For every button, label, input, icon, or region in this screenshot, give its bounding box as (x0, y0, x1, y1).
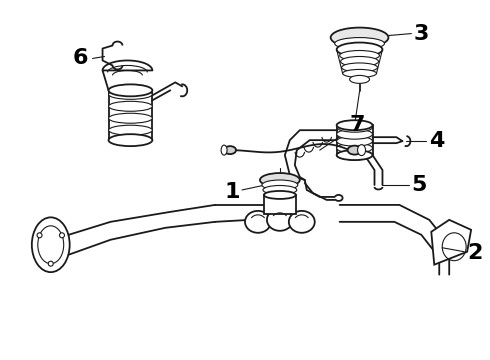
Polygon shape (264, 195, 296, 214)
Ellipse shape (341, 57, 378, 67)
Ellipse shape (108, 113, 152, 123)
Ellipse shape (358, 145, 366, 156)
Ellipse shape (267, 209, 293, 231)
Ellipse shape (108, 125, 152, 135)
Ellipse shape (108, 101, 152, 111)
Text: 6: 6 (73, 49, 88, 68)
Ellipse shape (260, 173, 300, 187)
Ellipse shape (337, 143, 372, 153)
Ellipse shape (108, 84, 152, 96)
Text: 2: 2 (467, 243, 483, 263)
Ellipse shape (48, 261, 53, 266)
Ellipse shape (342, 63, 377, 72)
Ellipse shape (337, 136, 372, 146)
Ellipse shape (37, 233, 42, 238)
Ellipse shape (108, 134, 152, 146)
Ellipse shape (335, 37, 385, 50)
Text: 1: 1 (224, 182, 240, 202)
Ellipse shape (32, 217, 70, 272)
Ellipse shape (108, 89, 152, 99)
Polygon shape (431, 220, 471, 265)
Ellipse shape (289, 211, 315, 233)
Ellipse shape (349, 75, 369, 84)
Polygon shape (108, 90, 152, 140)
Ellipse shape (38, 226, 64, 264)
Ellipse shape (221, 145, 227, 155)
Ellipse shape (337, 122, 372, 132)
Ellipse shape (59, 233, 65, 238)
Ellipse shape (337, 150, 372, 160)
Ellipse shape (337, 150, 372, 160)
Ellipse shape (224, 146, 236, 154)
Ellipse shape (347, 146, 362, 154)
Ellipse shape (337, 129, 372, 139)
Ellipse shape (337, 120, 372, 130)
Text: 5: 5 (412, 175, 427, 195)
Ellipse shape (264, 191, 296, 199)
Ellipse shape (263, 185, 297, 194)
Text: 4: 4 (429, 131, 444, 151)
Ellipse shape (331, 28, 389, 48)
Text: 3: 3 (414, 23, 429, 44)
Ellipse shape (340, 50, 379, 60)
Ellipse shape (262, 180, 298, 190)
Text: 7: 7 (350, 115, 366, 135)
Ellipse shape (245, 211, 271, 233)
Ellipse shape (343, 69, 376, 77)
Polygon shape (337, 125, 372, 155)
Ellipse shape (337, 42, 383, 57)
